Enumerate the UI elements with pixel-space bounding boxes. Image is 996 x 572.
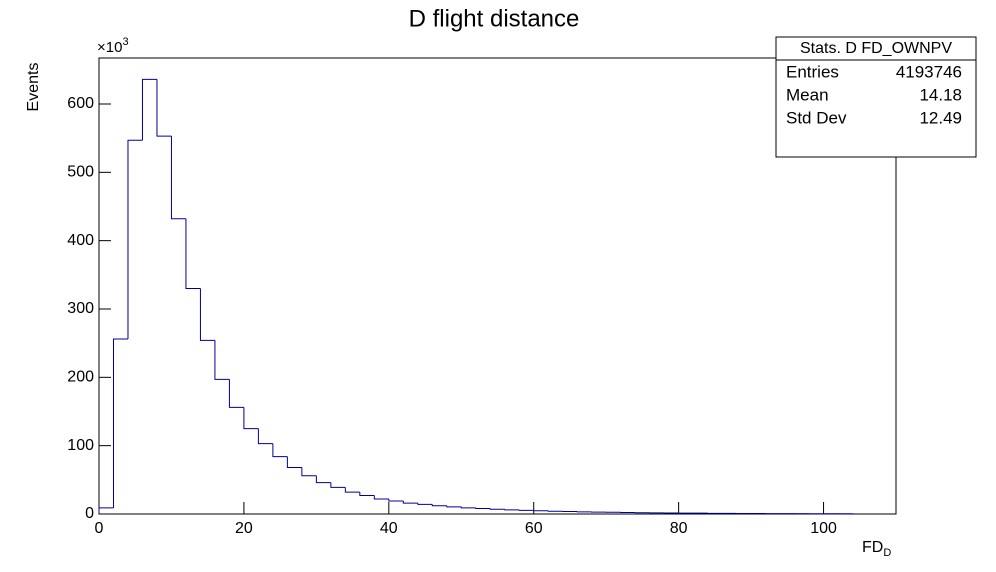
histogram-bin [446, 505, 462, 508]
histogram-bin [431, 504, 447, 507]
histogram-bin [185, 218, 201, 289]
histogram-bin [98, 507, 114, 514]
x-tick-label: 60 [525, 520, 543, 537]
histogram-bin [301, 467, 317, 477]
stats-frame [775, 36, 977, 158]
y-tick-label: 300 [67, 300, 94, 317]
x-axis-label: FDD [862, 539, 891, 559]
histogram-bin [388, 498, 404, 502]
y-tick-label: 0 [85, 505, 94, 522]
y-tick-label: 200 [67, 369, 94, 386]
stats-value: 12.49 [919, 108, 962, 127]
y-multiplier-base: ×10 [97, 39, 122, 56]
x-tick-label: 80 [670, 520, 688, 537]
histogram-bin [475, 507, 491, 510]
y-tick-label: 400 [67, 232, 94, 249]
histogram-bin [359, 492, 375, 497]
y-tick-label: 600 [67, 95, 94, 112]
plot-frame [98, 57, 897, 515]
histogram-bin [344, 487, 360, 493]
stats-label: Entries [786, 62, 839, 81]
histogram-bin [489, 508, 505, 510]
histogram-bin [156, 79, 172, 137]
x-axis-label-subscript: D [883, 547, 891, 559]
histogram-bin [170, 136, 186, 220]
histogram-bin [228, 379, 244, 408]
histogram-bin [373, 495, 389, 500]
y-multiplier: ×103 [97, 36, 129, 56]
stats-value: 4193746 [896, 62, 962, 81]
histogram-bin [199, 288, 215, 341]
x-tick-label: 40 [380, 520, 398, 537]
stats-label: Std Dev [786, 108, 847, 127]
y-axis-label: Events [25, 63, 42, 112]
histogram-bin [460, 506, 476, 509]
stats-box: Stats. D FD_OWNPV Entries 4193746 Mean 14.1… [775, 36, 977, 158]
chart-title: D flight distance [409, 5, 580, 32]
histogram-bin [330, 482, 346, 488]
y-tick-label: 500 [67, 164, 94, 181]
y-multiplier-exponent: 3 [122, 36, 128, 48]
stats-value: 14.18 [919, 85, 962, 104]
histogram-bin [315, 475, 331, 484]
histogram-bin [402, 501, 418, 504]
histogram-bin [112, 338, 128, 508]
histogram-bin [141, 78, 157, 141]
y-tick-label: 100 [67, 437, 94, 454]
histogram-bin [243, 407, 259, 430]
stats-label: Mean [786, 85, 829, 104]
x-axis-label-main: FD [862, 539, 883, 556]
x-tick-label: 0 [95, 520, 104, 537]
histogram-bin [214, 340, 230, 380]
histogram-bin [257, 428, 273, 445]
x-tick-label: 100 [810, 520, 837, 537]
stats-title: Stats. D FD_OWNPV [800, 40, 952, 57]
histogram-bin [127, 139, 143, 340]
histogram-bin [286, 456, 302, 469]
x-tick-label: 20 [235, 520, 253, 537]
histogram-bin [504, 509, 520, 511]
histogram-bin [417, 503, 433, 505]
histogram-bin [272, 443, 288, 458]
